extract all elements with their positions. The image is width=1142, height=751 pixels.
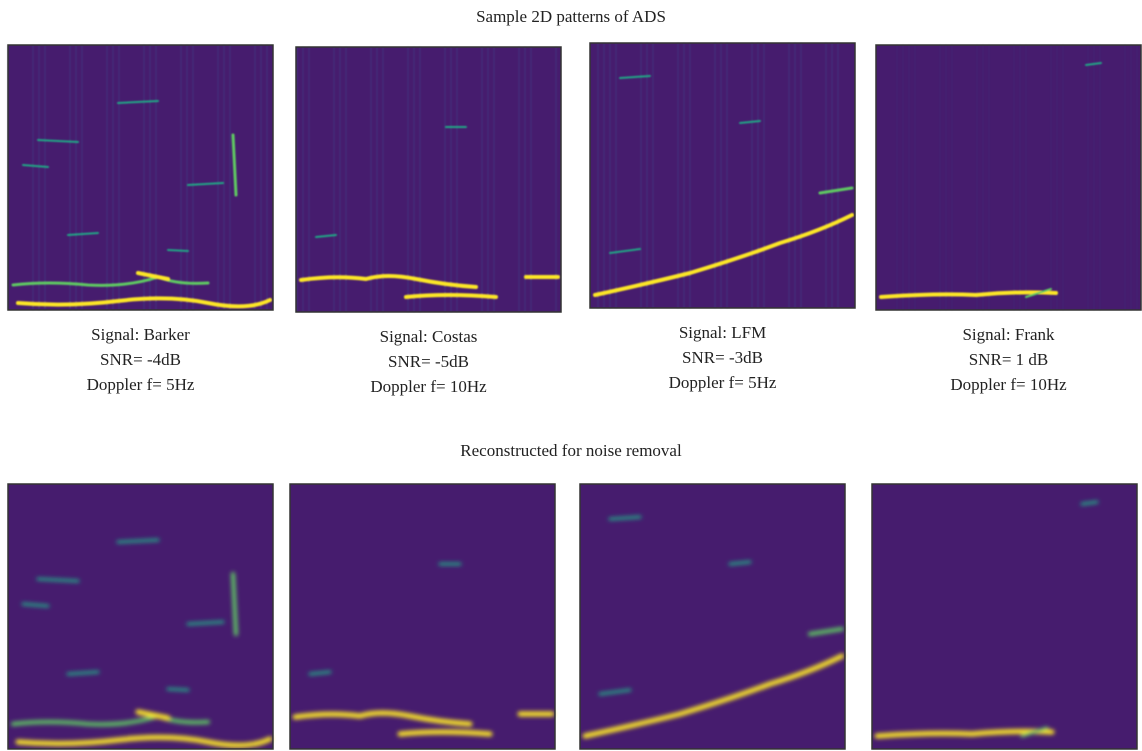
panel-caption: SNR= -5dB <box>388 352 469 371</box>
panel-caption: Signal: LFM <box>679 323 766 342</box>
panel-frame <box>7 44 274 311</box>
panel-pattern <box>7 45 272 310</box>
panel-caption: Signal: Barker <box>91 325 190 344</box>
noisy-pattern <box>875 44 1142 311</box>
panel-background <box>8 484 273 749</box>
signal-streak <box>167 249 189 252</box>
signal-streak <box>117 100 159 104</box>
signal-streak <box>619 75 651 79</box>
panel-frame <box>875 44 1142 311</box>
signal-streak <box>598 688 632 696</box>
signal-streak <box>1085 62 1102 66</box>
noisy-pattern <box>295 46 562 313</box>
panel-background <box>8 45 273 310</box>
signal-streak <box>15 734 273 748</box>
panel-caption: Doppler f= 10Hz <box>950 375 1067 394</box>
signal-streak <box>808 627 844 636</box>
panel-frame <box>589 42 856 309</box>
signal-streak <box>1080 500 1099 506</box>
signal-streak <box>818 186 854 195</box>
signal-streak <box>135 709 171 721</box>
panel-pattern <box>292 562 555 737</box>
panel-caption: Signal: Frank <box>962 325 1055 344</box>
signal-streak <box>739 120 761 124</box>
reconstructed-pattern <box>289 483 556 750</box>
signal-streak <box>36 577 80 583</box>
signal-streak <box>308 670 332 676</box>
reconstructed-pattern <box>871 483 1138 750</box>
signal-streak <box>299 274 478 289</box>
signal-streak <box>1025 288 1052 298</box>
panel-background <box>872 484 1137 749</box>
panel-pattern <box>296 47 560 312</box>
signal-streak <box>582 653 845 739</box>
signal-streak <box>231 572 238 636</box>
panel-background <box>590 43 855 308</box>
noisy-pattern <box>589 42 856 309</box>
signal-streak <box>186 620 225 626</box>
panel-caption: Doppler f= 5Hz <box>87 375 195 394</box>
reconstructed-pattern <box>7 483 274 750</box>
signal-streak <box>397 729 493 737</box>
panel-pattern <box>593 43 854 308</box>
panel-frame <box>295 46 562 313</box>
panel-pattern <box>11 538 273 748</box>
signal-streak <box>187 182 224 186</box>
panel-caption: Doppler f= 5Hz <box>669 373 777 392</box>
signal-streak <box>879 290 1058 299</box>
signal-streak <box>315 234 337 238</box>
panel-frame <box>579 483 846 750</box>
signal-streak <box>67 232 99 236</box>
panel-background <box>290 484 555 749</box>
reconstructed-pattern <box>579 483 846 750</box>
panel-caption: SNR= -3dB <box>682 348 763 367</box>
signal-streak <box>166 687 190 692</box>
signal-streak <box>874 728 1055 739</box>
signal-streak <box>136 271 170 281</box>
bottom-title: Reconstructed for noise removal <box>460 441 682 460</box>
signal-streak <box>22 164 49 168</box>
signal-streak <box>404 293 498 299</box>
panel-pattern <box>582 515 845 739</box>
panel-pattern <box>874 500 1099 739</box>
panel-pattern <box>879 45 1138 310</box>
panel-caption: Doppler f= 10Hz <box>370 377 487 396</box>
signal-streak <box>66 670 100 676</box>
signal-streak <box>608 515 642 521</box>
signal-streak <box>1020 726 1049 738</box>
signal-streak <box>116 538 160 544</box>
panel-caption: Signal: Costas <box>380 327 478 346</box>
panel-caption: SNR= -4dB <box>100 350 181 369</box>
signal-streak <box>609 248 641 254</box>
signal-streak <box>593 213 854 297</box>
panel-background <box>580 484 845 749</box>
signal-streak <box>11 275 210 287</box>
signal-streak <box>37 139 79 143</box>
signal-streak <box>16 296 272 309</box>
noisy-pattern <box>7 44 274 311</box>
signal-streak <box>728 560 752 566</box>
panel-background <box>296 47 561 312</box>
signal-streak <box>231 133 238 197</box>
panel-frame <box>871 483 1138 750</box>
signal-streak <box>21 602 50 608</box>
panel-frame <box>7 483 274 750</box>
panel-background <box>876 45 1141 310</box>
panel-frame <box>289 483 556 750</box>
panel-caption: SNR= 1 dB <box>969 350 1049 369</box>
top-title: Sample 2D patterns of ADS <box>476 7 666 26</box>
signal-streak <box>11 713 210 727</box>
signal-streak <box>292 710 473 727</box>
